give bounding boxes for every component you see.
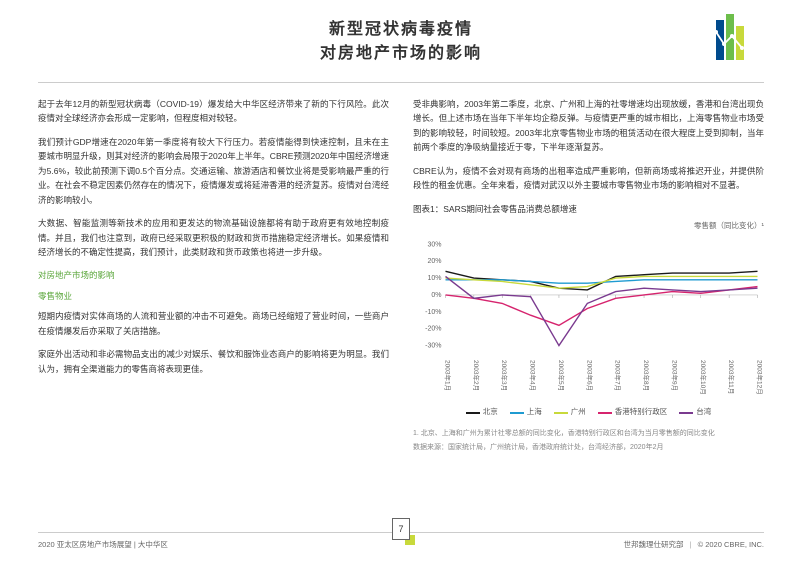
svg-text:2003年5月: 2003年5月 [557, 360, 566, 391]
title-line-1: 新型冠状病毒疫情 [0, 18, 802, 42]
para: CBRE认为，疫情不会对现有商场的出租率造成严重影响，但新商场或将推迟开业，并提… [413, 164, 764, 193]
svg-text:2003年9月: 2003年9月 [670, 360, 679, 391]
legend-item: 香港特别行政区 [598, 406, 668, 419]
legend-item: 广州 [554, 406, 586, 419]
svg-text:2003年1月: 2003年1月 [444, 360, 453, 391]
svg-text:2003年7月: 2003年7月 [614, 360, 623, 391]
svg-text:2003年2月: 2003年2月 [472, 360, 481, 391]
chart-title: 图表1：SARS期间社会零售品消费总额增速 [413, 202, 764, 216]
title-block: 新型冠状病毒疫情 对房地产市场的影响 [0, 0, 802, 76]
line-chart: -30% -20% -10% 0% 10% 20% 30% 2003年1月 2003年2月 200… [413, 235, 764, 400]
para: 起于去年12月的新型冠状病毒（COVID-19）爆发给大中华区经济带来了新的下行… [38, 97, 389, 126]
svg-text:2003年3月: 2003年3月 [500, 360, 509, 391]
svg-text:2003年11月: 2003年11月 [727, 360, 736, 394]
svg-text:2003年10月: 2003年10月 [699, 360, 708, 395]
svg-text:2003年8月: 2003年8月 [642, 360, 651, 391]
para: 短期内疫情对实体商场的人流和营业额的冲击不可避免。商场已经缩短了营业时间，一些商… [38, 309, 389, 338]
chart-legend: 北京上海广州香港特别行政区台湾 [413, 406, 764, 419]
para: 家庭外出活动和非必需物品支出的减少对娱乐、餐饮和服饰业态商户的影响将更为明显。我… [38, 347, 389, 376]
svg-text:0%: 0% [431, 292, 441, 299]
footer-left: 2020 亚太区房地产市场展望 | 大中华区 [38, 539, 168, 550]
left-column: 起于去年12月的新型冠状病毒（COVID-19）爆发给大中华区经济带来了新的下行… [38, 97, 389, 452]
para: 我们预计GDP增速在2020年第一季度将有较大下行压力。若疫情能得到快速控制，且… [38, 135, 389, 207]
chart-subtitle: 零售额（同比变化）¹ [413, 220, 764, 233]
page-number: 7 [392, 518, 410, 540]
chart-note: 1. 北京、上海和广州为累计社零总额的同比变化，香港特别行政区和台湾为当月零售额… [413, 429, 764, 439]
svg-text:10%: 10% [427, 275, 441, 282]
subhead: 零售物业 [38, 289, 389, 303]
svg-text:-10%: -10% [425, 309, 441, 316]
content-columns: 起于去年12月的新型冠状病毒（COVID-19）爆发给大中华区经济带来了新的下行… [0, 83, 802, 452]
svg-text:20%: 20% [427, 258, 441, 265]
legend-item: 上海 [510, 406, 542, 419]
svg-text:-20%: -20% [425, 326, 441, 333]
svg-text:30%: 30% [427, 241, 441, 248]
title-line-2: 对房地产市场的影响 [0, 42, 802, 66]
svg-text:2003年6月: 2003年6月 [585, 360, 594, 391]
svg-text:2003年4月: 2003年4月 [529, 360, 538, 391]
legend-item: 北京 [466, 406, 498, 419]
footer: 2020 亚太区房地产市场展望 | 大中华区 世邦魏理仕研究部 | © 2020… [0, 532, 802, 550]
footer-right: 世邦魏理仕研究部 | © 2020 CBRE, INC. [623, 539, 764, 550]
svg-text:2003年12月: 2003年12月 [756, 360, 765, 395]
right-column: 受非典影响，2003年第二季度，北京、广州和上海的社零增速均出现放缓，香港和台湾… [413, 97, 764, 452]
subhead: 对房地产市场的影响 [38, 268, 389, 282]
legend-item: 台湾 [679, 406, 711, 419]
chart-source: 数据来源：国家统计局，广州统计局，香港政府统计处，台湾经济部，2020年2月 [413, 443, 764, 453]
para: 大数据、智能监测等新技术的应用和更发达的物流基础设施都将有助于政府更有效地控制疫… [38, 216, 389, 259]
chart-box: -30% -20% -10% 0% 10% 20% 30% 2003年1月 2003年2月 200… [413, 235, 764, 425]
para: 受非典影响，2003年第二季度，北京、广州和上海的社零增速均出现放缓，香港和台湾… [413, 97, 764, 155]
bar-logo-icon [716, 14, 760, 60]
page-marker: 7 [392, 518, 410, 540]
svg-text:-30%: -30% [425, 342, 441, 349]
